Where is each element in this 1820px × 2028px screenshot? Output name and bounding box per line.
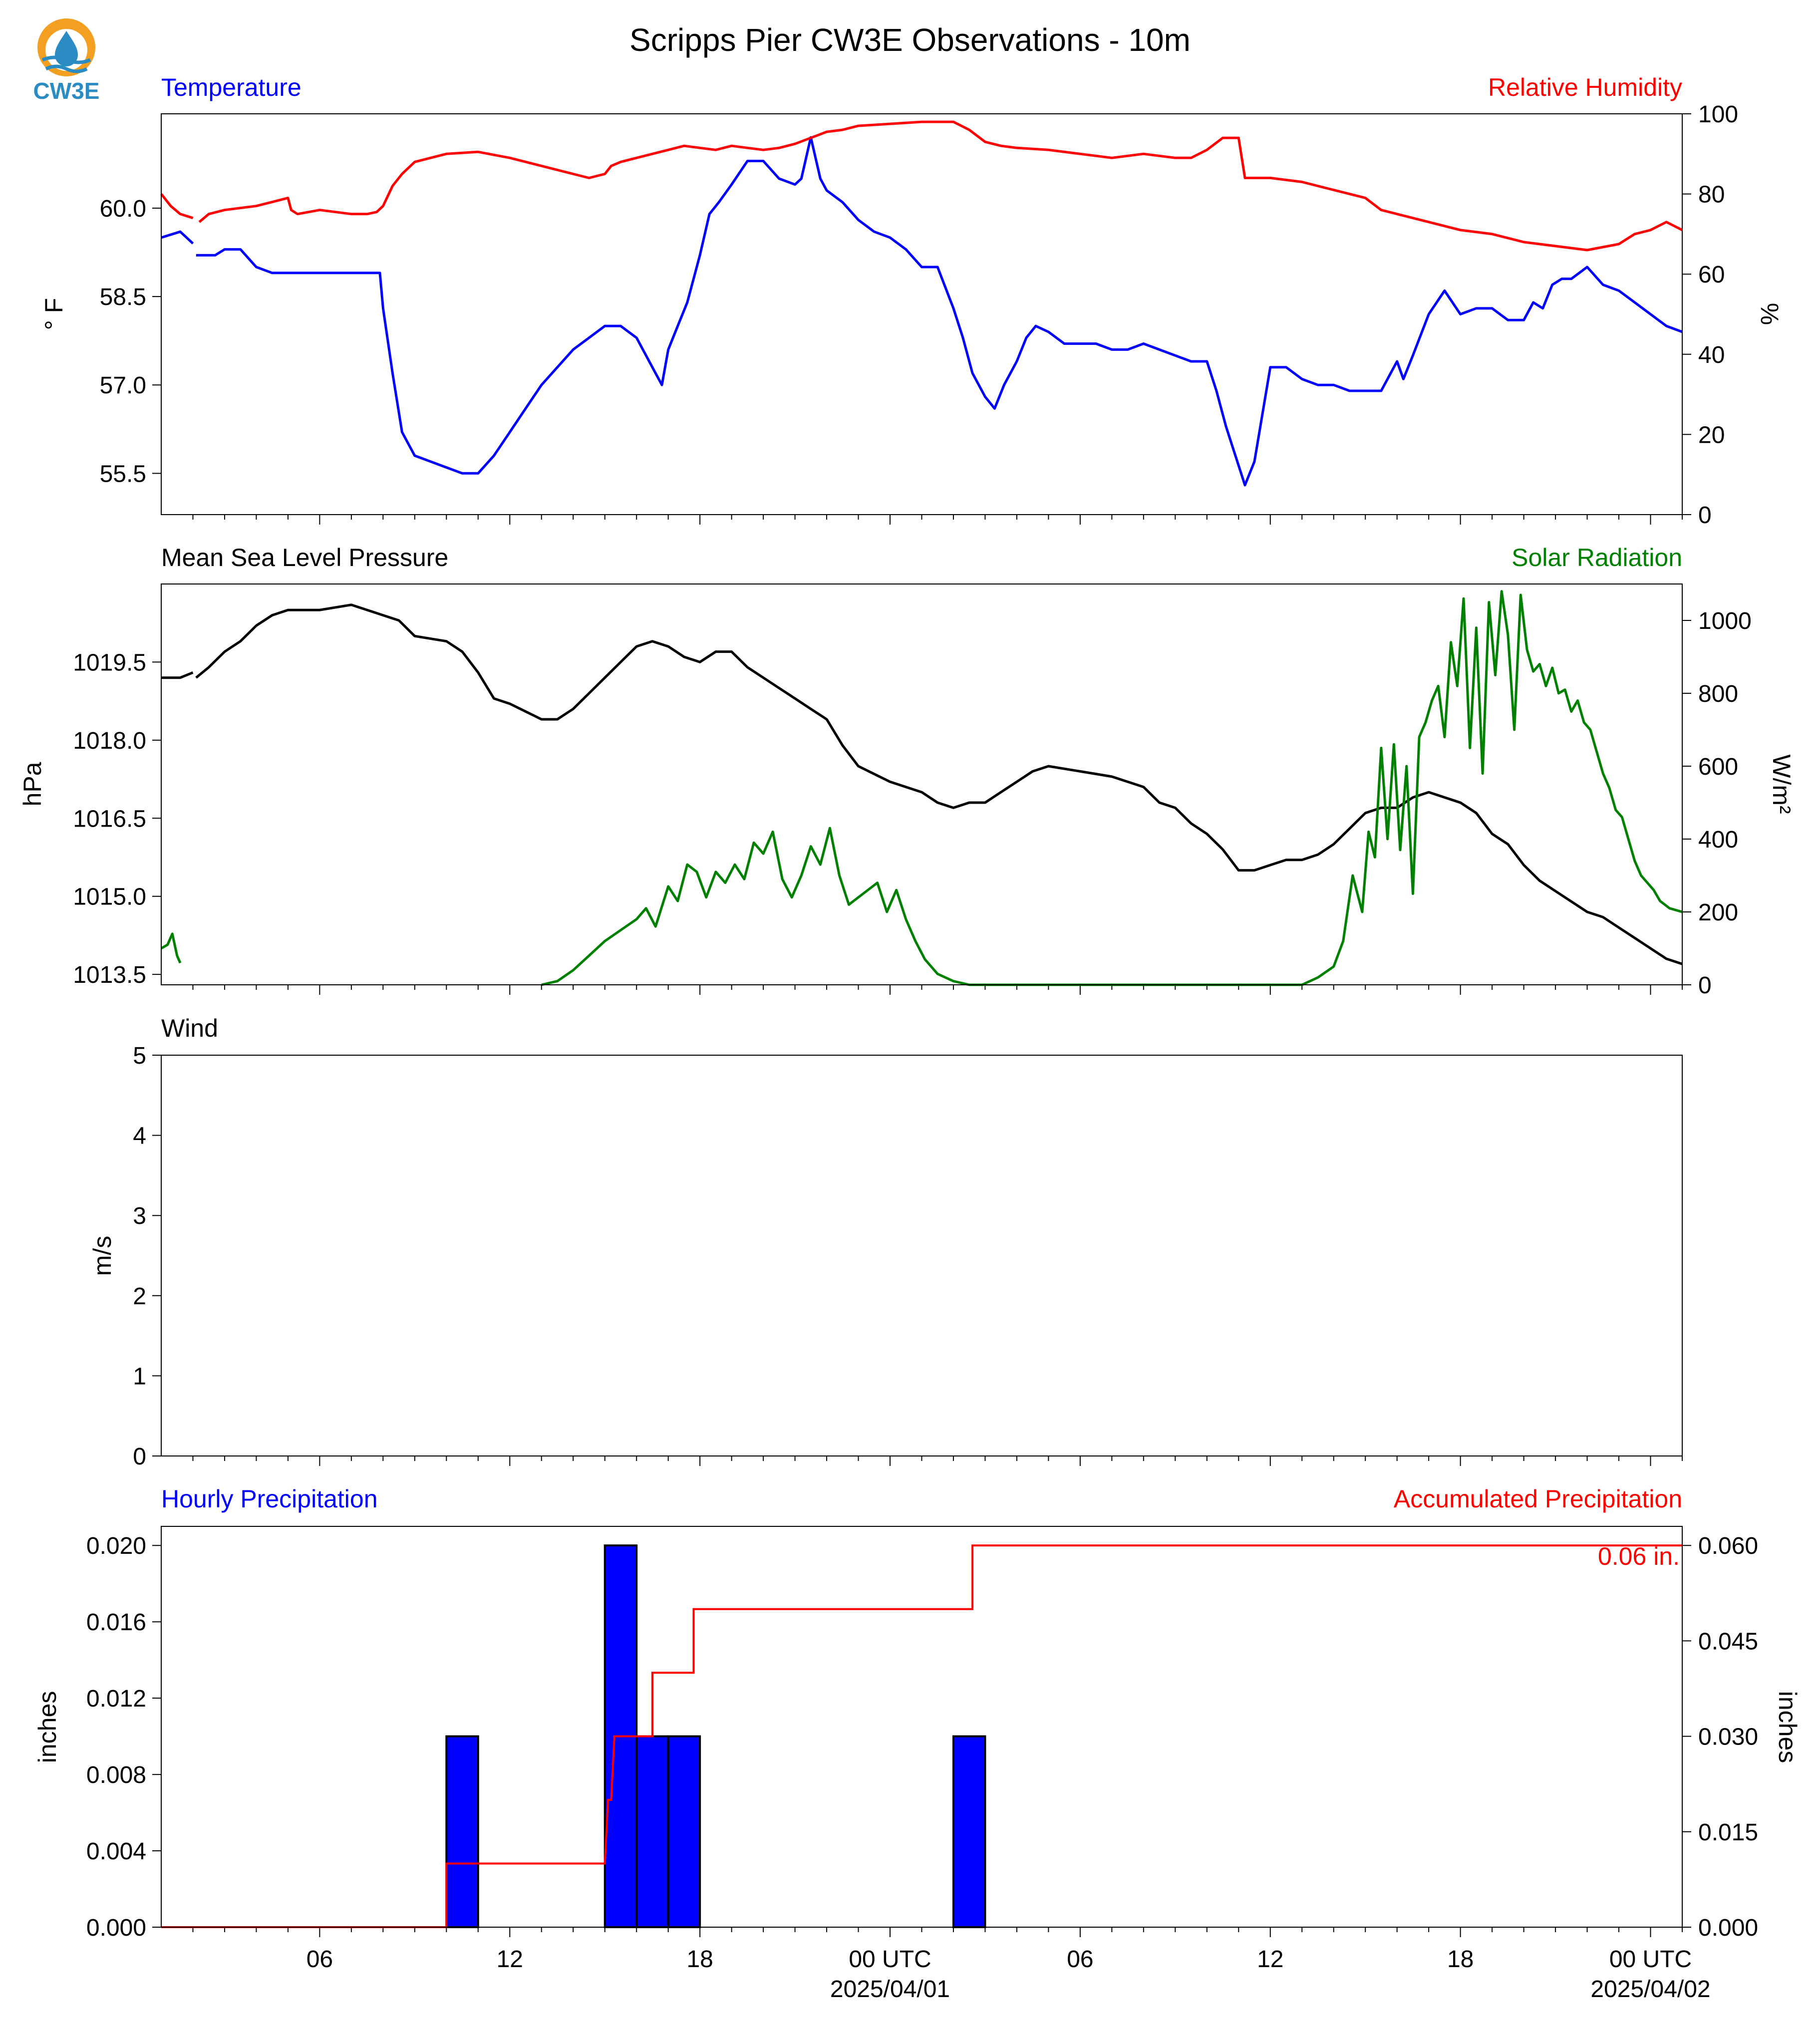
cw3e-logo-icon: CW3E [33,18,100,104]
y-tick-label-right: 800 [1698,681,1738,707]
logo-text: CW3E [33,78,100,104]
y-tick-label-left: 0.020 [86,1533,146,1559]
y-tick-label-left: 0 [133,1444,146,1470]
pressure-solar-frame [161,583,1683,985]
y-tick-label-left: 3 [133,1203,146,1229]
series-line-0 [161,136,1683,487]
x-tick-label: 18 [686,1946,713,1973]
hourly-precip-axis-label: inches [33,1691,61,1763]
y-tick-label-left: 1019.5 [73,649,146,676]
humidity-title: Relative Humidity [1488,73,1682,101]
y-tick-label-left: 57.0 [100,372,146,399]
accumulated-precip-axis-label: inches [1774,1691,1802,1763]
temperature-axis-label: ° F [40,298,68,330]
y-tick-label-left: 4 [133,1123,146,1150]
wind-panel: Wind m/s 5 4 3 2 1 0 [88,1014,1683,1470]
x-tick-label: 06 [1067,1946,1093,1973]
humidity-axis-label: % [1756,303,1784,325]
temperature-humidity-frame [161,113,1683,515]
temperature-humidity-panel: Temperature Relative Humidity ° F % 60.0… [40,73,1784,529]
solar-axis-label: W/m² [1768,754,1796,814]
y-tick-label-right: 80 [1698,182,1725,208]
y-tick-label-left: 0.008 [86,1762,146,1788]
y-tick-label-right: 40 [1698,342,1725,368]
y-tick-label-left: 1018.0 [73,728,146,754]
y-tick-label-right: 1000 [1698,608,1752,634]
precip-bar [952,1735,986,1929]
y-tick-label-right: 60 [1698,262,1725,288]
x-tick-label: 18 [1447,1946,1474,1973]
wind-axis-label: m/s [88,1236,116,1276]
y-tick-label-right: 0.000 [1698,1915,1758,1941]
y-tick-label-right: 0 [1698,502,1712,529]
x-tick-label: 12 [497,1946,523,1973]
hourly-precip-title: Hourly Precipitation [161,1485,378,1513]
figure-title: Scripps Pier CW3E Observations - 10m [629,22,1191,58]
x-tick-label: 00 UTC [1609,1946,1692,1973]
y-tick-label-left: 5 [133,1043,146,1069]
pressure-axis-label: hPa [18,762,46,806]
solar-title: Solar Radiation [1512,544,1682,572]
x-tick-label: 00 UTC [849,1946,931,1973]
y-tick-label-left: 60.0 [100,196,146,222]
y-tick-label-left: 1 [133,1363,146,1390]
y-tick-label-left: 58.5 [100,284,146,310]
precipitation-frame [161,1526,1683,1928]
y-tick-label-left: 0.000 [86,1915,146,1941]
y-tick-label-left: 55.5 [100,461,146,487]
wind-title: Wind [161,1014,218,1042]
y-tick-label-right: 0.015 [1698,1819,1758,1846]
wind-frame [161,1055,1683,1456]
y-tick-label-left: 1013.5 [73,962,146,988]
precip-bar [667,1735,701,1929]
series-line-0 [161,603,1683,965]
y-tick-label-right: 100 [1698,101,1738,128]
y-tick-label-left: 1016.5 [73,806,146,832]
y-tick-label-right: 200 [1698,899,1738,926]
y-tick-label-right: 0.060 [1698,1533,1758,1559]
precip-bar [445,1735,479,1929]
x-date-label: 2025/04/01 [830,1976,950,2003]
y-tick-label-left: 0.004 [86,1838,146,1865]
temperature-title: Temperature [161,73,302,101]
y-tick-label-right: 20 [1698,422,1725,448]
x-tick-label: 12 [1257,1946,1283,1973]
y-tick-label-left: 0.016 [86,1609,146,1636]
accumulated-precip-title: Accumulated Precipitation [1394,1485,1682,1513]
series-line-1 [160,590,1683,986]
precipitation-panel: Hourly Precipitation Accumulated Precipi… [33,1485,1802,2003]
accumulated-precip-line [161,1544,1682,1928]
y-tick-label-left: 1015.0 [73,884,146,910]
y-tick-label-left: 0.012 [86,1686,146,1712]
pressure-title: Mean Sea Level Pressure [161,544,448,572]
y-tick-label-right: 0.045 [1698,1628,1758,1655]
series-line-1 [160,120,1683,252]
x-date-label: 2025/04/02 [1590,1976,1710,2003]
pressure-solar-panel: Mean Sea Level Pressure Solar Radiation … [18,544,1796,999]
y-tick-label-right: 600 [1698,754,1738,780]
total-precip-label: 0.06 in. [1598,1542,1680,1570]
y-tick-label-left: 2 [133,1283,146,1310]
y-tick-label-right: 0 [1698,972,1712,999]
y-tick-label-right: 400 [1698,827,1738,853]
precip-bar [635,1735,669,1929]
y-tick-label-right: 0.030 [1698,1724,1758,1750]
x-tick-label: 06 [306,1946,333,1973]
